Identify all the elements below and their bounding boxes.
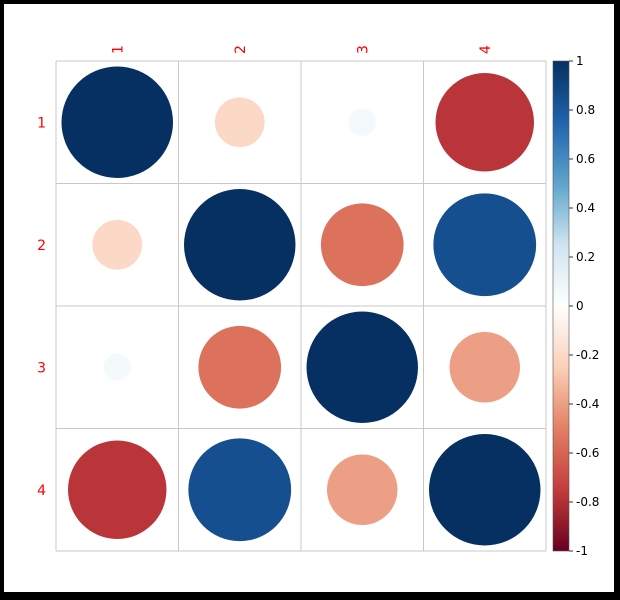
corr-circle-4-4 bbox=[429, 434, 541, 546]
colorbar-tick-label: -1 bbox=[576, 544, 588, 558]
corr-circle-2-4 bbox=[433, 193, 537, 297]
corr-circle-4-1 bbox=[68, 440, 167, 539]
colorbar-tick-label: 0.6 bbox=[576, 152, 595, 166]
col-label: 1 bbox=[110, 45, 126, 54]
colorbar-tick-label: -0.4 bbox=[576, 397, 599, 411]
col-label: 4 bbox=[478, 45, 494, 54]
colorbar-tick-label: -0.2 bbox=[576, 348, 599, 362]
corr-circle-3-4 bbox=[449, 332, 520, 403]
corr-circle-1-4 bbox=[435, 73, 534, 172]
corr-circle-2-2 bbox=[184, 189, 296, 301]
col-label: 3 bbox=[355, 45, 371, 54]
grid bbox=[55, 60, 547, 552]
corr-circle-2-1 bbox=[92, 219, 143, 270]
row-label: 2 bbox=[37, 238, 46, 254]
colorbar-tick-label: -0.6 bbox=[576, 446, 599, 460]
colorbar-tick-label: -0.8 bbox=[576, 495, 599, 509]
axis-labels: 1 2 3 4 1 2 3 4 bbox=[37, 45, 494, 499]
colorbar-tick-label: 0.8 bbox=[576, 103, 595, 117]
correlation-plot: 1 2 3 4 1 2 3 4 -1 -0.8 -0.6 -0.4 -0.2 0 0.2 0.4 0.6 0.8… bbox=[37, 45, 599, 558]
colorbar-tick-label: 0 bbox=[576, 299, 584, 313]
correlation-circles bbox=[61, 66, 541, 546]
col-label: 2 bbox=[233, 45, 249, 54]
row-label: 4 bbox=[37, 483, 46, 499]
corr-circle-3-1 bbox=[103, 353, 131, 381]
corr-circle-3-2 bbox=[198, 325, 282, 409]
colorbar-tick-label: 1 bbox=[576, 54, 584, 68]
corr-circle-1-3 bbox=[348, 108, 376, 136]
colorbar: -1 -0.8 -0.6 -0.4 -0.2 0 0.2 0.4 0.6 0.8 1 bbox=[552, 54, 599, 558]
row-label: 3 bbox=[37, 360, 46, 376]
corr-circle-2-3 bbox=[320, 203, 404, 287]
corr-circle-4-2 bbox=[188, 438, 292, 542]
colorbar-tick-label: 0.2 bbox=[576, 250, 595, 264]
colorbar-tick-label: 0.4 bbox=[576, 201, 595, 215]
colorbar-gradient bbox=[552, 60, 570, 552]
corr-circle-3-3 bbox=[306, 311, 418, 423]
corr-circle-4-3 bbox=[327, 454, 398, 525]
corr-circle-1-2 bbox=[214, 97, 265, 148]
chart-frame: 1 2 3 4 1 2 3 4 -1 -0.8 -0.6 -0.4 -0.2 0 0.2 0.4 0.6 0.8… bbox=[4, 4, 614, 592]
corr-circle-1-1 bbox=[61, 66, 173, 178]
row-label: 1 bbox=[37, 115, 46, 131]
